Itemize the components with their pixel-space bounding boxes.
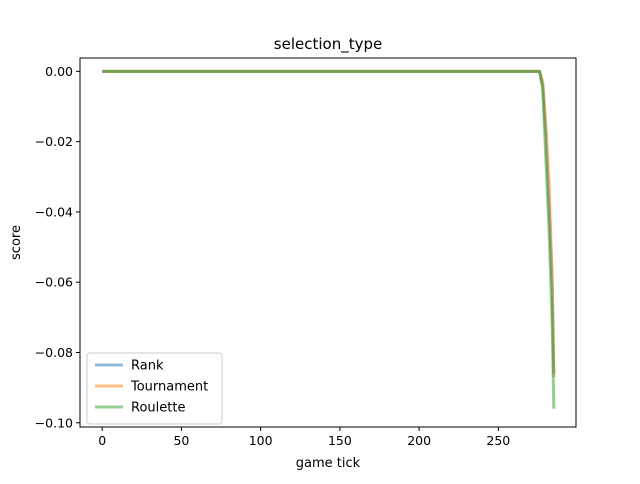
y-axis-title: score — [9, 225, 24, 260]
legend-label-rank: Rank — [131, 359, 164, 374]
series-line-rank — [102, 69, 556, 374]
plot-frame — [79, 57, 577, 428]
y-tick-label: −0.06 — [35, 275, 73, 290]
x-tick-label: 50 — [173, 433, 189, 448]
x-tick-label: 150 — [328, 433, 352, 448]
y-tick-label: −0.08 — [35, 345, 73, 360]
chart-title: selection_type — [274, 35, 382, 54]
y-tick-label: 0.00 — [45, 64, 73, 79]
y-tick-label: −0.02 — [35, 134, 73, 149]
y-tick-label: −0.10 — [35, 415, 73, 430]
y-tick-label: −0.04 — [35, 204, 73, 219]
legend-label-tournament: Tournament — [130, 380, 208, 395]
legend-label-roulette: Roulette — [131, 401, 185, 416]
x-tick-label: 100 — [249, 433, 273, 448]
x-tick-label: 250 — [486, 433, 510, 448]
x-axis-title: game tick — [296, 456, 361, 471]
series-line-roulette — [102, 69, 556, 409]
x-tick-label: 0 — [98, 433, 106, 448]
series-line-tournament — [102, 69, 556, 378]
x-tick-label: 200 — [407, 433, 431, 448]
